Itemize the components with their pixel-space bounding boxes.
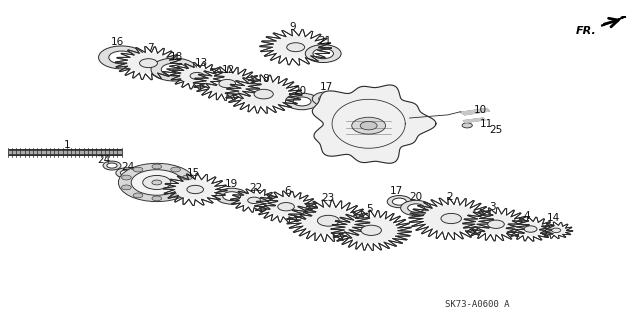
Text: 13: 13 <box>195 58 208 68</box>
Text: 21: 21 <box>319 36 332 47</box>
Circle shape <box>103 161 121 170</box>
Text: 3: 3 <box>490 202 496 212</box>
Polygon shape <box>602 17 626 26</box>
Circle shape <box>171 193 180 198</box>
Circle shape <box>515 221 546 237</box>
Circle shape <box>182 175 192 180</box>
Polygon shape <box>461 108 490 115</box>
Text: 20: 20 <box>293 86 306 96</box>
Text: 5: 5 <box>367 204 373 214</box>
Circle shape <box>361 225 381 235</box>
Text: 12: 12 <box>222 64 235 75</box>
Text: 23: 23 <box>322 193 335 203</box>
Text: 18: 18 <box>170 52 182 63</box>
Circle shape <box>127 53 170 74</box>
Circle shape <box>424 205 479 232</box>
Circle shape <box>462 123 472 128</box>
Circle shape <box>223 192 241 201</box>
Circle shape <box>488 220 504 228</box>
Circle shape <box>524 226 537 232</box>
Text: 15: 15 <box>188 168 200 178</box>
Text: 10: 10 <box>474 105 486 115</box>
Circle shape <box>99 46 145 69</box>
Text: 24: 24 <box>98 155 111 165</box>
Circle shape <box>122 185 131 190</box>
Circle shape <box>552 228 561 233</box>
Text: 16: 16 <box>111 37 124 48</box>
Circle shape <box>305 45 341 63</box>
Text: SK73-A0600 A: SK73-A0600 A <box>445 300 509 309</box>
Circle shape <box>131 170 182 195</box>
Circle shape <box>248 197 260 204</box>
Circle shape <box>317 215 339 226</box>
Circle shape <box>120 170 132 176</box>
Circle shape <box>152 180 162 185</box>
Circle shape <box>287 43 305 52</box>
Circle shape <box>254 89 273 99</box>
Circle shape <box>401 200 431 216</box>
Text: 19: 19 <box>225 179 238 189</box>
Text: 17: 17 <box>390 186 403 196</box>
Circle shape <box>278 203 294 211</box>
Circle shape <box>319 95 334 103</box>
Circle shape <box>301 207 355 234</box>
Circle shape <box>476 214 516 234</box>
Circle shape <box>116 168 136 178</box>
Circle shape <box>122 175 131 180</box>
Circle shape <box>352 117 385 134</box>
Circle shape <box>187 185 204 194</box>
Circle shape <box>266 197 306 217</box>
Circle shape <box>239 82 289 107</box>
Circle shape <box>312 92 340 106</box>
Circle shape <box>408 204 424 212</box>
Circle shape <box>345 217 397 243</box>
Circle shape <box>180 68 214 84</box>
Circle shape <box>152 164 162 169</box>
Circle shape <box>360 122 377 130</box>
Circle shape <box>387 196 412 208</box>
Circle shape <box>216 188 248 204</box>
Text: 7: 7 <box>147 43 154 53</box>
Text: 1: 1 <box>64 140 70 150</box>
Circle shape <box>118 163 195 202</box>
Circle shape <box>273 36 318 58</box>
Circle shape <box>152 196 162 201</box>
Text: 9: 9 <box>290 22 296 32</box>
Text: 22: 22 <box>250 182 262 193</box>
Circle shape <box>392 198 406 205</box>
Text: 24: 24 <box>122 161 134 172</box>
Circle shape <box>143 175 171 189</box>
Text: FR.: FR. <box>576 26 596 36</box>
Text: 8: 8 <box>262 74 269 84</box>
Circle shape <box>219 79 236 88</box>
Text: 11: 11 <box>480 119 493 130</box>
Polygon shape <box>312 85 436 163</box>
Circle shape <box>109 51 134 64</box>
Circle shape <box>133 167 143 172</box>
Circle shape <box>140 59 157 68</box>
Polygon shape <box>463 118 485 122</box>
Text: 25: 25 <box>490 125 502 135</box>
Circle shape <box>546 225 566 235</box>
Circle shape <box>313 48 333 59</box>
Circle shape <box>285 93 319 110</box>
Circle shape <box>190 72 204 79</box>
Circle shape <box>206 73 248 94</box>
Circle shape <box>161 63 187 76</box>
Circle shape <box>107 163 117 168</box>
Circle shape <box>171 167 180 172</box>
Circle shape <box>182 185 192 190</box>
Circle shape <box>151 58 197 81</box>
Text: 14: 14 <box>547 212 559 223</box>
Circle shape <box>175 180 215 199</box>
Circle shape <box>239 193 269 208</box>
Text: 17: 17 <box>320 82 333 93</box>
Text: 20: 20 <box>410 191 422 202</box>
Text: 2: 2 <box>447 191 453 202</box>
Circle shape <box>133 193 143 198</box>
Circle shape <box>441 213 461 224</box>
Text: 4: 4 <box>524 211 530 221</box>
Text: 6: 6 <box>285 186 291 196</box>
Circle shape <box>293 97 311 106</box>
